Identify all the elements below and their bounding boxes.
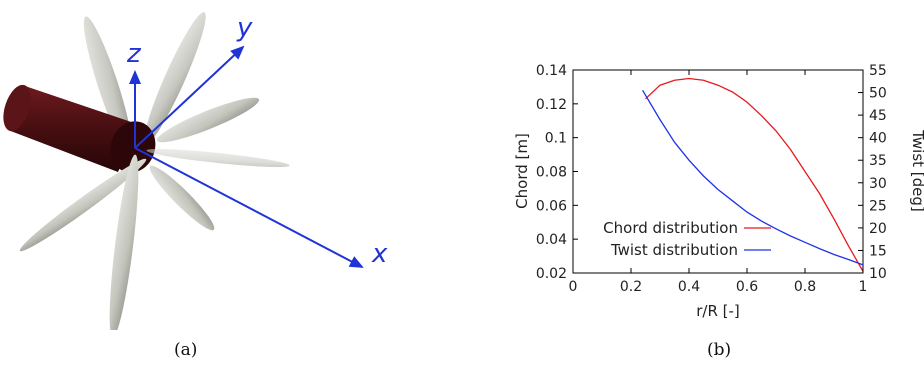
y-axis-label: y — [236, 13, 253, 43]
blade — [146, 148, 290, 168]
series-line — [645, 77, 864, 272]
y-right-tick-label: 10 — [869, 266, 887, 282]
y-tick-label: 0.1 — [545, 131, 567, 147]
blade — [109, 154, 139, 338]
rotor-render: z y x — [3, 12, 388, 338]
y-right-tick-label: 40 — [869, 131, 887, 147]
caption-a: (a) — [174, 340, 198, 360]
hub-body — [8, 86, 140, 172]
legend: Chord distribution Twist distribution — [603, 219, 771, 259]
y-axis-title-right: Twist [deg] — [909, 129, 924, 212]
y-right-tick-label: 30 — [869, 176, 887, 192]
y-tick-label: 0.14 — [536, 63, 567, 79]
x-tick-label: 0.4 — [678, 279, 700, 295]
chart-ticks: 0 0.2 0.4 0.6 0.8 1 0.02 0.04 0.06 0.08 0.1 0.12 0.1… — [536, 63, 887, 295]
x-tick-label: 0.2 — [620, 279, 642, 295]
legend-label: Chord distribution — [603, 219, 738, 237]
caption-b: (b) — [707, 340, 732, 360]
coordinate-axes — [129, 45, 364, 268]
x-axis-title: r/R [-] — [696, 302, 740, 320]
y-right-tick-label: 15 — [869, 243, 887, 259]
y-right-tick-label: 20 — [869, 221, 887, 237]
x-axis-label: x — [371, 239, 388, 269]
blade — [156, 97, 260, 143]
y-axis-title-left: Chord [m] — [513, 133, 531, 209]
chord-twist-chart: 0 0.2 0.4 0.6 0.8 1 0.02 0.04 0.06 0.08 0.1 0.12 0.1… — [513, 63, 924, 320]
y-right-tick-label: 25 — [869, 198, 887, 214]
blade — [149, 165, 215, 231]
x-tick-label: 0.8 — [794, 279, 816, 295]
y-right-tick-label: 55 — [869, 63, 887, 79]
y-right-tick-label: 45 — [869, 108, 887, 124]
y-tick-label: 0.06 — [536, 198, 567, 214]
x-tick-label: 0.6 — [736, 279, 758, 295]
y-tick-label: 0.12 — [536, 97, 567, 113]
y-right-tick-label: 35 — [869, 153, 887, 169]
blade-front — [19, 97, 290, 338]
x-axis-line — [134, 147, 364, 268]
y-tick-label: 0.02 — [536, 266, 567, 282]
blade — [19, 158, 147, 252]
rotor-render-panel: z y x — [0, 0, 430, 338]
y-tick-label: 0.08 — [536, 165, 567, 181]
legend-label: Twist distribution — [610, 241, 738, 259]
y-right-tick-label: 50 — [869, 86, 887, 102]
z-axis-label: z — [126, 39, 142, 69]
hub — [3, 84, 156, 173]
blade — [144, 12, 206, 144]
y-tick-label: 0.04 — [536, 232, 567, 248]
y-axis-line — [134, 45, 245, 149]
x-tick-label: 0 — [569, 279, 578, 295]
chart-panel: 0 0.2 0.4 0.6 0.8 1 0.02 0.04 0.06 0.08 0.1 0.12 0.1… — [440, 0, 924, 330]
hub-back-cap — [3, 84, 31, 132]
series-line — [642, 89, 864, 266]
x-tick-label: 1 — [859, 279, 868, 295]
chart-series — [642, 77, 864, 272]
